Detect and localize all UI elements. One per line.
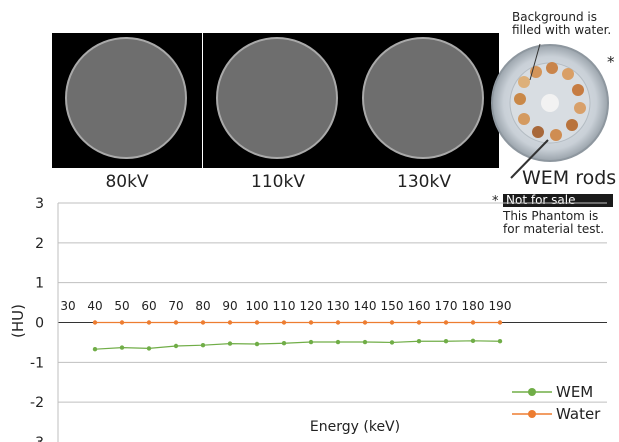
legend-marker-water: [528, 410, 536, 418]
data-point-water: [173, 320, 179, 325]
legend-label-wem: WEM: [556, 383, 593, 401]
data-point-wem: [92, 346, 98, 352]
data-point-wem: [146, 346, 152, 351]
y-tick-label: 1: [35, 276, 44, 292]
wem-rods-label: WEM rods: [522, 167, 617, 189]
kv-label-110: 110kV: [251, 172, 305, 192]
data-point-water: [335, 320, 341, 325]
y-tick-label: 2: [35, 236, 44, 252]
data-point-water: [200, 320, 206, 325]
x-tick-label: 130: [327, 299, 350, 313]
x-tick-label: 190: [489, 299, 512, 313]
chart-legend: WEM Water: [512, 383, 601, 423]
background-note-line2: filled with water.: [512, 23, 612, 37]
ct-phantom-disk: [216, 37, 338, 159]
y-tick-labels: 3 2 1 0 -1 -2 -3: [30, 196, 44, 442]
ct-phantom-disk: [65, 37, 187, 159]
material-note-line2: for material test.: [503, 222, 605, 236]
data-point-water: [416, 320, 422, 325]
kv-label-80: 80kV: [105, 172, 149, 192]
x-tick-label: 70: [168, 299, 183, 313]
background-pointer-line: [529, 43, 541, 81]
phantom-center: [541, 94, 559, 112]
data-point-wem: [362, 339, 368, 345]
chart-grid: [57, 202, 607, 442]
x-tick-label: 80: [195, 299, 210, 313]
data-point-wem: [173, 343, 179, 349]
data-point-water: [389, 320, 395, 325]
data-point-water: [281, 320, 287, 325]
x-tick-label: 40: [87, 299, 102, 313]
phantom-asterisk: *: [607, 53, 615, 71]
data-point-water: [497, 320, 503, 325]
rods-pointer-line: [510, 139, 549, 179]
data-point-water: [92, 320, 98, 325]
x-tick-label: 90: [222, 299, 237, 313]
x-tick-label: 170: [435, 299, 458, 313]
legend-marker-wem: [528, 388, 536, 396]
y-tick-label: 0: [35, 316, 44, 332]
data-point-wem: [281, 341, 287, 346]
x-tick-label: 30: [60, 299, 75, 313]
data-point-water: [146, 320, 152, 325]
data-point-wem: [470, 338, 476, 344]
y-tick-label: 3: [35, 196, 44, 212]
data-point-wem: [119, 345, 125, 350]
y-tick-label: -1: [30, 355, 44, 371]
y-tick-label: -3: [30, 435, 44, 442]
y-axis-label: (HU): [9, 304, 27, 338]
data-point-water: [308, 320, 314, 325]
x-tick-label: 100: [246, 299, 269, 313]
x-tick-label: 120: [300, 299, 323, 313]
data-point-water: [119, 320, 125, 325]
data-point-water: [443, 320, 449, 325]
background-note-line1: Background is: [512, 10, 597, 24]
ct-phantom-disk: [362, 37, 484, 159]
x-tick-labels: 30 40 50 60 70 80 90 100 110 120 130 140 150 160 170 18…: [60, 299, 511, 313]
data-point-water: [254, 320, 260, 325]
chart-series: [92, 320, 503, 352]
data-point-wem: [335, 339, 341, 345]
series-line-wem: [94, 340, 501, 350]
data-point-water: [362, 320, 368, 325]
material-note-line1: This Phantom is: [503, 209, 599, 223]
data-point-wem: [308, 339, 314, 345]
x-tick-label: 150: [381, 299, 404, 313]
kv-label-130: 130kV: [397, 172, 451, 192]
x-tick-label: 110: [273, 299, 296, 313]
data-point-wem: [389, 340, 395, 345]
ct-image-110kv: [203, 33, 353, 168]
x-tick-label: 180: [462, 299, 485, 313]
data-point-wem: [416, 339, 422, 344]
x-axis-label: Energy (keV): [310, 419, 400, 435]
legend-label-water: Water: [556, 405, 601, 423]
footnote-mark: *: [492, 194, 499, 209]
ct-image-130kv: [349, 33, 499, 168]
x-tick-label: 160: [408, 299, 431, 313]
x-tick-label: 140: [354, 299, 377, 313]
data-point-wem: [200, 343, 206, 348]
data-point-wem: [254, 341, 260, 347]
x-tick-label: 60: [141, 299, 156, 313]
data-point-wem: [443, 339, 449, 344]
wem-rods: [514, 62, 586, 141]
data-point-wem: [497, 339, 503, 344]
data-point-water: [470, 320, 476, 325]
x-tick-label: 50: [114, 299, 129, 313]
data-point-wem: [227, 341, 233, 346]
y-tick-label: -2: [30, 395, 44, 411]
ct-image-80kv: [52, 33, 202, 168]
data-point-water: [227, 320, 233, 325]
